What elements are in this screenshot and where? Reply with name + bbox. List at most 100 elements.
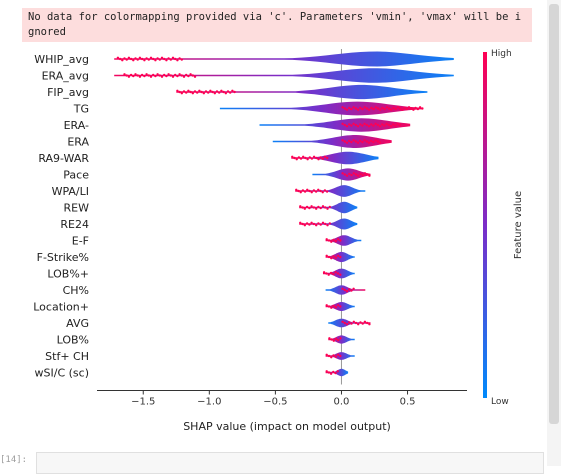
shap-point <box>378 141 382 144</box>
shap-point <box>359 172 362 176</box>
shap-point <box>293 156 296 160</box>
shap-point <box>350 173 353 177</box>
shap-point <box>343 123 346 127</box>
shap-point <box>401 108 404 111</box>
shap-point <box>319 206 322 210</box>
shap-point <box>143 59 146 62</box>
shap-point <box>356 141 360 144</box>
shap-point <box>180 92 183 95</box>
shap-point <box>354 107 358 110</box>
shap-point <box>129 73 133 77</box>
shap-point <box>330 240 333 243</box>
shap-point <box>325 353 328 356</box>
shap-point <box>209 89 212 93</box>
shap-point <box>167 57 170 60</box>
shap-point <box>178 57 181 60</box>
shap-point <box>303 224 306 227</box>
shap-point <box>376 140 379 143</box>
shap-point <box>376 123 379 127</box>
shap-point <box>231 89 234 93</box>
shap-point <box>317 188 320 191</box>
shap-point <box>134 73 137 76</box>
colorbar-high-label: High <box>491 49 512 59</box>
next-code-cell[interactable] <box>36 452 544 474</box>
scrollbar-thumb[interactable] <box>549 4 559 424</box>
feature-label: E-F <box>72 235 89 248</box>
shap-point <box>341 122 344 126</box>
feature-label: FIP_avg <box>47 86 89 99</box>
violin-era- <box>259 118 411 132</box>
violin-whip-avg <box>114 51 454 67</box>
shap-point <box>325 272 328 275</box>
shap-point <box>306 158 309 161</box>
shap-point <box>163 57 166 61</box>
shap-point <box>327 305 331 308</box>
shap-point <box>356 125 360 128</box>
shap-point <box>339 354 342 358</box>
shap-point <box>345 174 349 177</box>
shap-point <box>343 173 346 176</box>
shap-point <box>410 107 413 110</box>
violin-pace <box>312 168 371 181</box>
shap-point <box>305 222 309 225</box>
x-tick-label: 0.0 <box>334 397 350 408</box>
shap-point <box>319 156 322 159</box>
shap-point <box>304 156 307 160</box>
shap-point <box>314 190 318 193</box>
violin-tg <box>219 101 424 116</box>
shap-point <box>233 90 236 94</box>
shap-point <box>345 108 349 111</box>
shap-point <box>323 189 327 192</box>
feature-label: LOB%+ <box>47 268 89 281</box>
shap-point <box>176 89 179 93</box>
shap-point <box>189 90 192 94</box>
shap-point <box>191 92 194 95</box>
feature-label: Location+ <box>33 301 89 314</box>
shap-point <box>191 74 194 77</box>
shap-point <box>368 323 371 326</box>
feature-label: CH% <box>63 284 89 297</box>
shap-point <box>299 221 302 224</box>
shap-point <box>305 205 309 209</box>
shap-point <box>348 123 351 126</box>
shap-point <box>359 139 362 143</box>
shap-point <box>330 257 333 260</box>
shap-point <box>301 206 304 209</box>
shap-point <box>421 107 424 110</box>
shap-point <box>365 123 368 127</box>
shap-point <box>312 155 316 158</box>
violin-rew <box>299 201 358 214</box>
violin-ra9-war <box>291 151 379 165</box>
shap-point <box>374 106 377 109</box>
shap-point <box>374 139 377 142</box>
shap-point <box>187 89 190 93</box>
shap-point <box>326 224 329 227</box>
shap-point <box>185 73 188 77</box>
shap-point <box>361 107 364 111</box>
shap-point <box>169 58 172 61</box>
shap-point <box>171 56 175 59</box>
shap-point <box>174 57 177 61</box>
x-tick-label: −0.5 <box>263 397 287 408</box>
shap-point <box>336 304 340 307</box>
feature-label: wSI/C (sc) <box>35 367 89 380</box>
shap-point <box>329 271 333 275</box>
shap-point <box>345 125 349 128</box>
shap-point <box>336 238 340 241</box>
shap-point <box>324 222 327 226</box>
shap-point <box>121 59 124 62</box>
shap-point <box>376 107 380 110</box>
shap-point <box>403 106 406 110</box>
shap-point <box>339 273 342 276</box>
violin-re24 <box>299 218 358 230</box>
shap-point <box>185 91 188 94</box>
shap-point <box>327 354 331 358</box>
shap-point <box>334 305 337 309</box>
violin-wpa-li <box>295 185 366 197</box>
shap-point <box>178 90 181 94</box>
shap-point <box>299 205 302 208</box>
shap-point <box>328 337 331 340</box>
feature-label: AVG <box>66 317 89 330</box>
shap-point <box>414 106 417 110</box>
shap-point <box>132 74 135 78</box>
